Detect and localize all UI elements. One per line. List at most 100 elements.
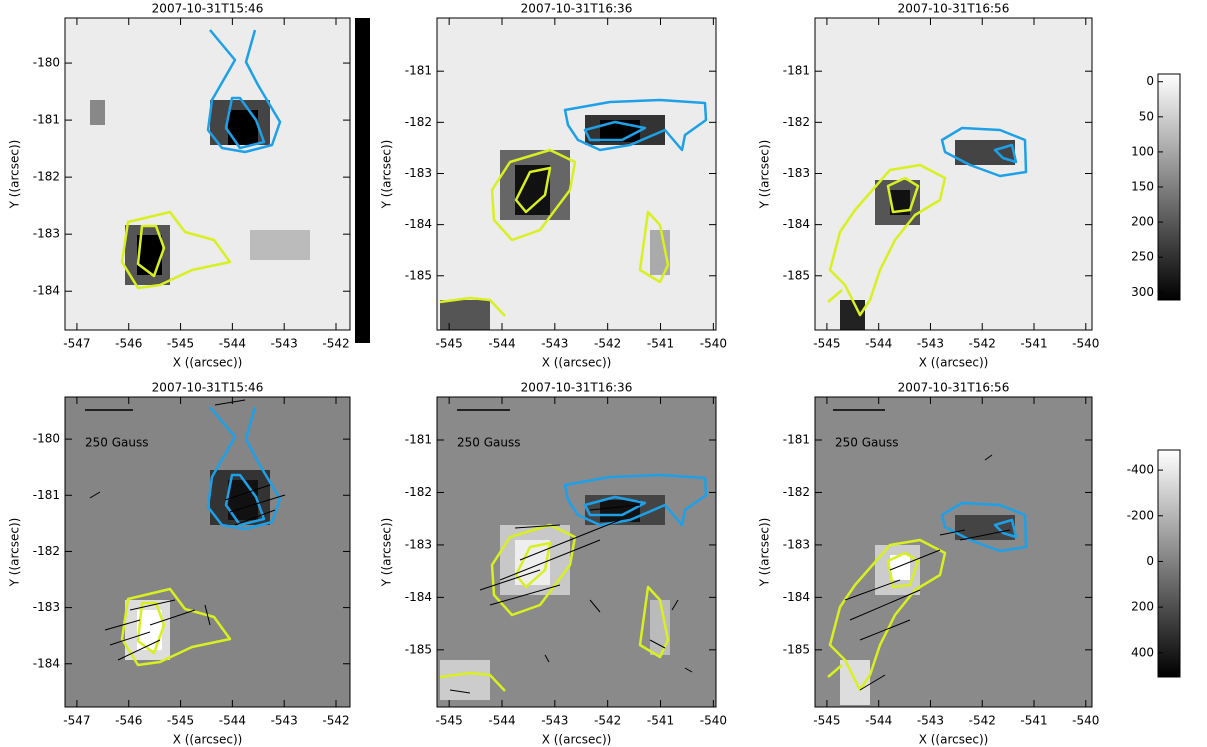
y-tick-label: -185: [405, 268, 432, 282]
y-axis-label: Y ((arcsec)): [8, 140, 22, 210]
y-tick-label: -181: [405, 64, 432, 78]
x-tick-label: -542: [322, 714, 349, 728]
x-tick-label: -540: [1072, 714, 1099, 728]
y-tick-label: -180: [33, 56, 60, 70]
plot-frame: [64, 17, 351, 331]
y-tick-label: -181: [33, 113, 60, 127]
x-tick-label: -543: [541, 714, 568, 728]
annotation: 250 Gauss: [85, 436, 148, 450]
x-tick-label: -544: [219, 714, 246, 728]
y-tick-label: -183: [33, 227, 60, 241]
x-tick-label: -541: [1020, 714, 1047, 728]
y-tick-label: -182: [405, 115, 432, 129]
colorbar-tick-label: 400: [1131, 645, 1154, 659]
x-tick-label: -547: [63, 714, 90, 728]
y-tick-label: -180: [33, 432, 60, 446]
x-tick-label: -540: [1072, 337, 1099, 351]
y-tick-label: -182: [783, 115, 810, 129]
y-tick-label: -182: [783, 485, 810, 499]
x-tick-label: -544: [488, 714, 515, 728]
x-tick-label: -545: [813, 714, 840, 728]
x-tick-label: -544: [219, 337, 246, 351]
colorbar-tick-label: 100: [1131, 144, 1154, 158]
colorbar: [1157, 449, 1181, 678]
image-backgrounds: [65, 18, 1092, 707]
x-tick-label: -542: [969, 714, 996, 728]
y-axis-label: Y ((arcsec)): [380, 140, 394, 210]
y-tick-label: -181: [783, 64, 810, 78]
colorbar-tick-label: 250: [1131, 250, 1154, 264]
y-tick-label: -183: [405, 166, 432, 180]
y-tick-label: -184: [405, 590, 432, 604]
x-axis-label: X ((arcsec)): [173, 356, 243, 370]
x-axis-label: X ((arcsec)): [919, 356, 989, 370]
y-tick-label: -184: [33, 284, 60, 298]
y-tick-label: -183: [783, 166, 810, 180]
x-tick-label: -541: [647, 337, 674, 351]
panel-title: 2007-10-31T15:46: [152, 381, 264, 395]
x-tick-label: -543: [917, 714, 944, 728]
x-tick-label: -542: [594, 714, 621, 728]
x-tick-label: -545: [436, 337, 463, 351]
y-axis-label: Y ((arcsec)): [758, 518, 772, 588]
x-tick-label: -544: [865, 714, 892, 728]
x-tick-label: -540: [700, 337, 727, 351]
panel-title: 2007-10-31T16:36: [521, 2, 633, 16]
plot-frame: [436, 396, 717, 708]
plot-frame: [436, 17, 717, 331]
x-tick-label: -543: [271, 714, 298, 728]
y-tick-label: -182: [33, 544, 60, 558]
y-tick-label: -181: [33, 488, 60, 502]
x-tick-label: -540: [700, 714, 727, 728]
x-tick-label: -545: [436, 714, 463, 728]
x-tick-label: -544: [865, 337, 892, 351]
x-tick-label: -542: [322, 337, 349, 351]
x-tick-label: -545: [813, 337, 840, 351]
y-axis-label: Y ((arcsec)): [380, 518, 394, 588]
colorbar-tick-label: 0: [1146, 554, 1154, 568]
panel-title: 2007-10-31T16:36: [521, 381, 633, 395]
y-tick-label: -181: [783, 433, 810, 447]
colorbar-tick-label: -400: [1127, 463, 1154, 477]
x-tick-label: -545: [167, 714, 194, 728]
y-tick-label: -185: [783, 642, 810, 656]
contours: [120, 29, 282, 290]
x-tick-label: -542: [594, 337, 621, 351]
contours: [439, 98, 708, 317]
colorbar-tick-label: 150: [1131, 180, 1154, 194]
x-axis-label: X ((arcsec)): [919, 733, 989, 747]
y-tick-label: -181: [405, 433, 432, 447]
x-tick-label: -543: [541, 337, 568, 351]
contours: [827, 126, 1028, 317]
x-tick-label: -546: [115, 714, 142, 728]
x-tick-label: -542: [969, 337, 996, 351]
y-tick-label: -184: [33, 656, 60, 670]
colorbar-tick-label: 300: [1131, 285, 1154, 299]
y-tick-label: -185: [405, 642, 432, 656]
y-tick-label: -184: [783, 217, 810, 231]
plot-frame: [64, 396, 351, 708]
x-tick-label: -544: [488, 337, 515, 351]
x-tick-label: -541: [647, 714, 674, 728]
colorbar-tick-label: 50: [1139, 109, 1154, 123]
colorbar-tick-label: -200: [1127, 508, 1154, 522]
y-tick-label: -184: [405, 217, 432, 231]
plot-frame: [814, 17, 1093, 331]
y-axis-label: Y ((arcsec)): [758, 140, 772, 210]
panel-title: 2007-10-31T16:56: [898, 381, 1010, 395]
annotation: 250 Gauss: [835, 436, 898, 450]
y-tick-label: -182: [405, 485, 432, 499]
y-axis-label: Y ((arcsec)): [8, 518, 22, 588]
panel-title: 2007-10-31T16:56: [898, 2, 1010, 16]
annotation: 250 Gauss: [457, 436, 520, 450]
x-tick-label: -541: [1020, 337, 1047, 351]
y-tick-label: -183: [405, 537, 432, 551]
y-tick-label: -183: [33, 600, 60, 614]
x-tick-label: -543: [917, 337, 944, 351]
x-axis-label: X ((arcsec)): [542, 733, 612, 747]
y-tick-label: -183: [783, 537, 810, 551]
x-tick-label: -543: [271, 337, 298, 351]
x-tick-label: -547: [63, 337, 90, 351]
x-tick-label: -546: [115, 337, 142, 351]
